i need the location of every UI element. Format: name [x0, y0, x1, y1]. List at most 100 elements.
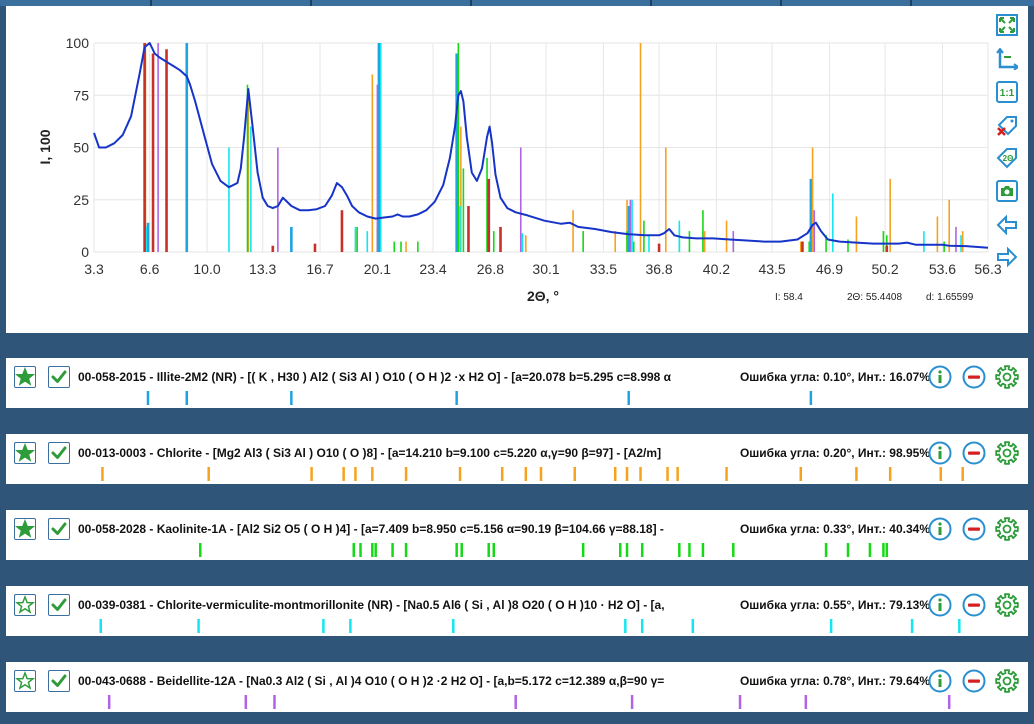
phase-name: 00-039-0381 - Chlorite-vermiculite-montm…	[78, 598, 665, 612]
phase-angle-error: Ошибка угла: 0.78°, Инт.: 79.64%	[737, 674, 930, 688]
top-strip	[0, 0, 1034, 6]
visibility-checkbox[interactable]	[48, 442, 70, 464]
gear-shape	[995, 517, 1019, 541]
label-2theta-icon[interactable]: 2Θ	[996, 147, 1018, 169]
star-icon	[14, 518, 36, 538]
x-tick-label: 20.1	[364, 261, 391, 277]
checkmark-icon	[51, 446, 67, 459]
diffraction-pattern-line	[93, 42, 989, 249]
favorite-button[interactable]	[14, 594, 36, 616]
phase-row-illite[interactable]: 00-058-2015 - Illite-2M2 (NR) - [( K , H…	[6, 358, 1028, 408]
info-dot	[938, 674, 942, 678]
remove-circle	[962, 517, 986, 541]
favorite-button[interactable]	[14, 442, 36, 464]
phase-name: 00-043-0688 - Beidellite-12A - [Na0.3 Al…	[78, 674, 665, 688]
visibility-checkbox[interactable]	[48, 366, 70, 388]
favorite-button[interactable]	[14, 670, 36, 692]
y-tick-label: 0	[81, 244, 89, 260]
info-circle	[928, 365, 952, 389]
checkmark-shape	[51, 674, 67, 687]
gear-hub	[1002, 524, 1012, 534]
info-bar	[938, 527, 942, 535]
x-tick-label: 53.6	[929, 261, 956, 277]
star-shape	[14, 670, 36, 690]
gear-shape	[995, 441, 1019, 465]
remove-bar	[968, 375, 980, 379]
x-tick-label: 16.7	[306, 261, 333, 277]
x-tick-label: 6.6	[140, 261, 160, 277]
svg-text:2Θ: 2Θ	[1003, 154, 1014, 163]
gear-shape	[995, 593, 1019, 617]
phase-peak-ticks	[99, 619, 961, 633]
favorite-button[interactable]	[14, 518, 36, 540]
x-tick-label: 33.5	[590, 261, 617, 277]
star-icon	[14, 366, 36, 386]
phase-angle-error: Ошибка угла: 0.33°, Инт.: 40.34%	[737, 522, 930, 536]
checkmark-shape	[51, 598, 67, 611]
top-strip-divider	[150, 0, 152, 6]
gear-icon[interactable]	[994, 668, 1020, 694]
star-shape	[14, 366, 36, 386]
star-shape	[14, 594, 36, 614]
checkmark-shape	[51, 446, 67, 459]
info-bar	[938, 375, 942, 383]
phase-row-kaolinite[interactable]: 00-058-2028 - Kaolinite-1A - [Al2 Si2 O5…	[6, 510, 1028, 560]
gear-hub	[1002, 448, 1012, 458]
top-strip-divider	[310, 0, 312, 6]
gear-icon[interactable]	[994, 592, 1020, 618]
phase-description: 00-013-0003 - Chlorite - [Mg2 Al3 ( Si3 …	[78, 446, 930, 462]
phase-row-beidellite[interactable]: 00-043-0688 - Beidellite-12A - [Na0.3 Al…	[6, 662, 1028, 712]
phase-description: 00-058-2015 - Illite-2M2 (NR) - [( K , H…	[78, 370, 930, 386]
phase-name: 00-058-2028 - Kaolinite-1A - [Al2 Si2 O5…	[78, 522, 664, 536]
info-icon[interactable]	[928, 517, 952, 541]
remove-labels-icon[interactable]	[996, 115, 1018, 137]
diffraction-chart[interactable]: 3.3 6.6 10.0 13.3 16.7 20.1 23.4 26.8 30.1 33.5 36…	[6, 6, 1028, 333]
info-bar	[938, 679, 942, 687]
x-tick-label: 3.3	[84, 261, 104, 277]
arrow-left-icon[interactable]	[996, 214, 1018, 236]
info-icon[interactable]	[928, 441, 952, 465]
info-icon[interactable]	[928, 669, 952, 693]
phase-name: 00-013-0003 - Chlorite - [Mg2 Al3 ( Si3 …	[78, 446, 662, 460]
checkmark-icon	[51, 370, 67, 383]
camera-icon[interactable]	[996, 180, 1018, 202]
gear-icon[interactable]	[994, 440, 1020, 466]
y-tick-label: 25	[73, 192, 89, 208]
visibility-checkbox[interactable]	[48, 518, 70, 540]
phase-name: 00-058-2015 - Illite-2M2 (NR) - [( K , H…	[78, 370, 672, 384]
top-strip-divider	[650, 0, 652, 6]
remove-icon[interactable]	[962, 517, 986, 541]
remove-icon[interactable]	[962, 365, 986, 389]
gear-icon[interactable]	[994, 516, 1020, 542]
phase-angle-error: Ошибка угла: 0.55°, Инт.: 79.13%	[737, 598, 930, 612]
phase-peak-ticks	[199, 543, 889, 557]
gear-shape	[995, 365, 1019, 389]
top-strip-divider	[780, 0, 782, 6]
phase-peak-ticks	[101, 467, 964, 481]
remove-icon[interactable]	[962, 441, 986, 465]
arrow-right-icon[interactable]	[996, 246, 1018, 268]
remove-icon[interactable]	[962, 593, 986, 617]
info-icon[interactable]	[928, 593, 952, 617]
y-tick-label: 100	[66, 35, 90, 51]
favorite-button[interactable]	[14, 366, 36, 388]
svg-text:1:1: 1:1	[1000, 88, 1015, 99]
remove-circle	[962, 441, 986, 465]
phase-row-chlorite[interactable]: 00-013-0003 - Chlorite - [Mg2 Al3 ( Si3 …	[6, 434, 1028, 484]
star-icon	[14, 594, 36, 614]
fit-screen-icon[interactable]	[996, 14, 1018, 36]
gear-hub	[1002, 600, 1012, 610]
gear-shape	[995, 669, 1019, 693]
gear-icon[interactable]	[994, 364, 1020, 390]
intensity-readout: I: 58.4	[775, 292, 803, 303]
x-tick-label: 13.3	[249, 261, 276, 277]
x-axis-title: 2Θ, °	[527, 288, 559, 304]
remove-icon[interactable]	[962, 669, 986, 693]
info-icon[interactable]	[928, 365, 952, 389]
one-to-one-icon[interactable]: 1:1	[996, 81, 1018, 103]
visibility-checkbox[interactable]	[48, 594, 70, 616]
axes-icon[interactable]	[996, 48, 1018, 70]
two-theta-readout: 2Θ: 55.4408	[847, 292, 903, 303]
phase-row-cvm[interactable]: 00-039-0381 - Chlorite-vermiculite-montm…	[6, 586, 1028, 636]
visibility-checkbox[interactable]	[48, 670, 70, 692]
